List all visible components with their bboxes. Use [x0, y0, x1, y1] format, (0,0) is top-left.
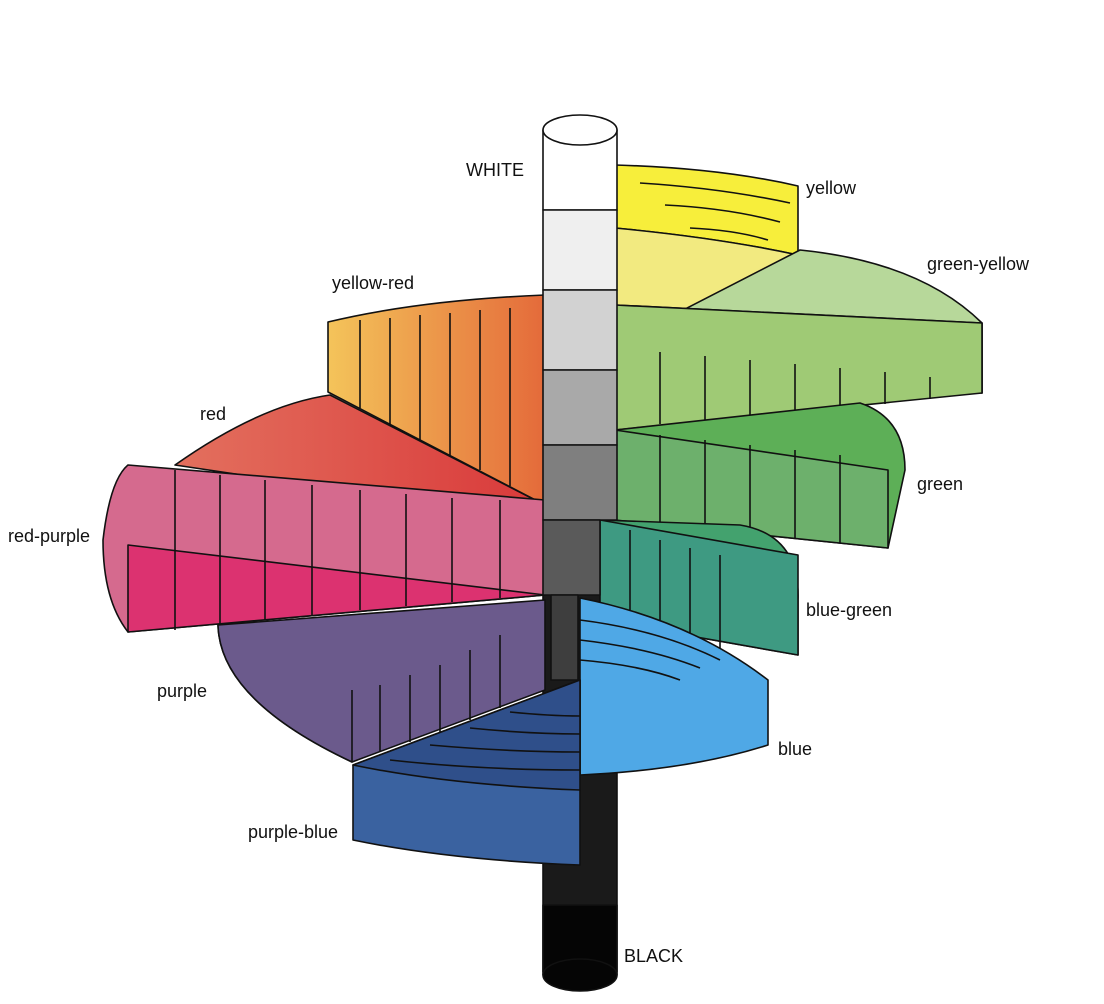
label-green: green	[917, 474, 963, 494]
wedge-green	[614, 402, 906, 549]
label-green-yellow: green-yellow	[927, 254, 1030, 274]
label-black: BLACK	[624, 946, 683, 966]
label-white: WHITE	[466, 160, 524, 180]
label-red-purple: red-purple	[8, 526, 90, 546]
wedge-red-purple	[102, 464, 546, 633]
wedge-green-yellow	[614, 249, 983, 431]
label-purple-blue: purple-blue	[248, 822, 338, 842]
value-axis-upper	[542, 114, 618, 681]
label-purple: purple	[157, 681, 207, 701]
label-red: red	[200, 404, 226, 424]
wedge-red	[174, 394, 546, 521]
label-blue-green: blue-green	[806, 600, 892, 620]
wedge-blue	[579, 597, 769, 776]
wedge-purple-blue	[352, 679, 581, 866]
label-yellow-red: yellow-red	[332, 273, 414, 293]
label-yellow: yellow	[806, 178, 857, 198]
label-blue: blue	[778, 739, 812, 759]
wedge-purple	[217, 599, 546, 763]
